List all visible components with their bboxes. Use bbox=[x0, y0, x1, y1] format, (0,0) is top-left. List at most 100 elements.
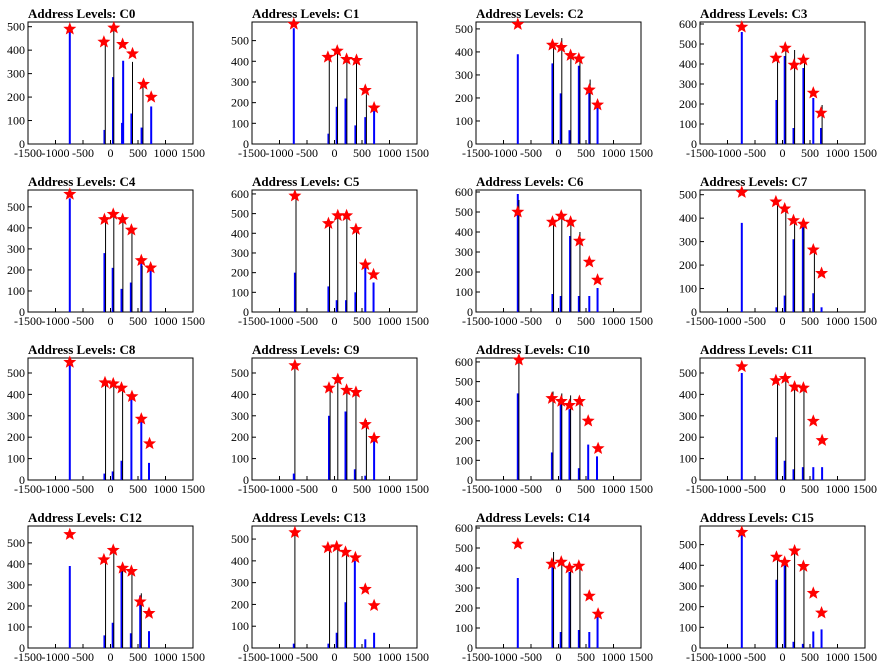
x-tick-label: 1500 bbox=[629, 314, 653, 328]
y-tick-label: 100 bbox=[7, 452, 25, 466]
x-tick-label: 1500 bbox=[405, 482, 429, 496]
peak-star-marker bbox=[321, 540, 335, 554]
peak-star-marker bbox=[545, 557, 559, 570]
x-tick-label: 1500 bbox=[629, 650, 653, 664]
x-tick-label: 1000 bbox=[602, 146, 626, 160]
x-tick-label: 1500 bbox=[405, 146, 429, 160]
x-tick-label: 1500 bbox=[405, 314, 429, 328]
plot-frame bbox=[699, 525, 866, 649]
y-tick-label: 0 bbox=[691, 473, 697, 487]
x-tick-label: 0 bbox=[332, 482, 338, 496]
x-tick-label: -500 bbox=[520, 482, 542, 496]
chart-title: Address Levels: C10 bbox=[476, 342, 590, 357]
plot-frame bbox=[475, 357, 642, 481]
plot-frame bbox=[27, 525, 194, 649]
peak-star-marker bbox=[143, 436, 157, 450]
y-tick-label: 300 bbox=[455, 68, 473, 82]
peak-star-marker bbox=[349, 385, 363, 398]
chart-title: Address Levels: C8 bbox=[28, 342, 136, 357]
y-tick-label: 300 bbox=[231, 409, 249, 423]
chart-panel: Address Levels: C70100200300400500-1500-… bbox=[679, 174, 877, 328]
peak-star-marker bbox=[321, 216, 335, 229]
x-tick-label: 0 bbox=[332, 650, 338, 664]
peak-star-marker bbox=[348, 550, 362, 564]
y-tick-label: 600 bbox=[455, 185, 473, 199]
y-tick-label: 400 bbox=[7, 221, 25, 235]
peak-star-marker bbox=[796, 381, 810, 394]
x-tick-label: -500 bbox=[296, 482, 318, 496]
x-tick-label: 1000 bbox=[378, 482, 402, 496]
x-tick-label: -1000 bbox=[490, 650, 518, 664]
x-tick-label: 1500 bbox=[853, 482, 877, 496]
chart-title: Address Levels: C15 bbox=[700, 510, 814, 525]
peak-star-marker bbox=[769, 550, 783, 563]
x-tick-label: 0 bbox=[556, 314, 562, 328]
peak-star-marker bbox=[134, 253, 148, 266]
y-tick-label: 300 bbox=[231, 75, 249, 89]
x-tick-label: 0 bbox=[780, 146, 786, 160]
y-tick-label: 200 bbox=[679, 600, 697, 614]
chart-title: Address Levels: C1 bbox=[252, 6, 359, 21]
x-tick-label: 1000 bbox=[826, 314, 850, 328]
x-tick-label: 1500 bbox=[853, 650, 877, 664]
peak-star-marker bbox=[554, 555, 568, 568]
peak-star-marker bbox=[778, 201, 792, 215]
x-tick-label: 500 bbox=[801, 146, 819, 160]
chart-panel: Address Levels: C12 0 100 200 300 400 500 -1500… bbox=[7, 510, 205, 664]
y-tick-label: 500 bbox=[679, 366, 697, 380]
y-tick-label: 300 bbox=[679, 409, 697, 423]
peak-star-marker bbox=[339, 545, 352, 558]
y-tick-label: 0 bbox=[243, 473, 249, 487]
y-tick-label: 500 bbox=[231, 366, 249, 380]
peak-star-marker bbox=[331, 372, 345, 385]
plot-frame bbox=[475, 525, 642, 649]
y-tick-label: 400 bbox=[7, 557, 25, 571]
chart-title: Address Levels: C14 bbox=[476, 510, 590, 525]
chart-panel: Address Levels: C90100200300400500-1500-… bbox=[231, 342, 429, 496]
x-tick-label: -1500 bbox=[238, 650, 266, 664]
peak-star-marker bbox=[545, 391, 559, 404]
peak-star-marker bbox=[735, 359, 749, 373]
peak-star-marker bbox=[63, 22, 77, 35]
peak-star-marker bbox=[367, 267, 381, 281]
y-tick-label: 300 bbox=[231, 246, 249, 260]
x-tick-label: -1500 bbox=[14, 314, 42, 328]
peak-star-marker bbox=[572, 394, 586, 407]
x-tick-label: -1500 bbox=[462, 146, 490, 160]
plot-frame bbox=[27, 357, 194, 481]
y-tick-label: 0 bbox=[467, 473, 473, 487]
x-tick-label: 500 bbox=[577, 146, 595, 160]
peak-star-marker bbox=[124, 223, 138, 236]
y-tick-label: 300 bbox=[7, 578, 25, 592]
peak-star-marker bbox=[769, 194, 783, 208]
y-tick-label: 0 bbox=[243, 137, 249, 151]
y-tick-label: 0 bbox=[19, 137, 25, 151]
peak-star-marker bbox=[287, 17, 301, 30]
x-tick-label: -500 bbox=[744, 146, 766, 160]
x-tick-label: 500 bbox=[577, 314, 595, 328]
peak-star-marker bbox=[572, 52, 586, 65]
peak-star-marker bbox=[735, 185, 749, 198]
x-tick-label: -1500 bbox=[686, 650, 714, 664]
x-tick-label: -1500 bbox=[462, 650, 490, 664]
x-tick-label: 500 bbox=[801, 314, 819, 328]
y-tick-label: 600 bbox=[679, 17, 697, 31]
x-tick-label: 0 bbox=[108, 146, 114, 160]
x-tick-label: -1000 bbox=[266, 146, 294, 160]
x-tick-label: 1500 bbox=[405, 650, 429, 664]
chart-panel: Address Levels: C11 0 100 200 300 400 500 -1500… bbox=[679, 342, 877, 496]
y-tick-label: 600 bbox=[455, 355, 473, 369]
peak-star-marker bbox=[735, 525, 749, 538]
chart-panel: Address Levels: C6 0 100 200 300 400 500 600 -15… bbox=[455, 174, 653, 328]
x-tick-label: -1500 bbox=[238, 314, 266, 328]
peak-star-marker bbox=[735, 20, 749, 33]
peak-star-marker bbox=[330, 44, 344, 57]
x-tick-label: 500 bbox=[129, 482, 147, 496]
x-tick-label: 500 bbox=[353, 314, 371, 328]
peak-star-marker bbox=[815, 433, 829, 446]
y-tick-label: 300 bbox=[679, 77, 697, 91]
peak-star-marker bbox=[144, 261, 158, 274]
x-tick-label: 1000 bbox=[378, 314, 402, 328]
peak-star-marker bbox=[350, 53, 363, 66]
peak-star-marker bbox=[107, 21, 121, 34]
